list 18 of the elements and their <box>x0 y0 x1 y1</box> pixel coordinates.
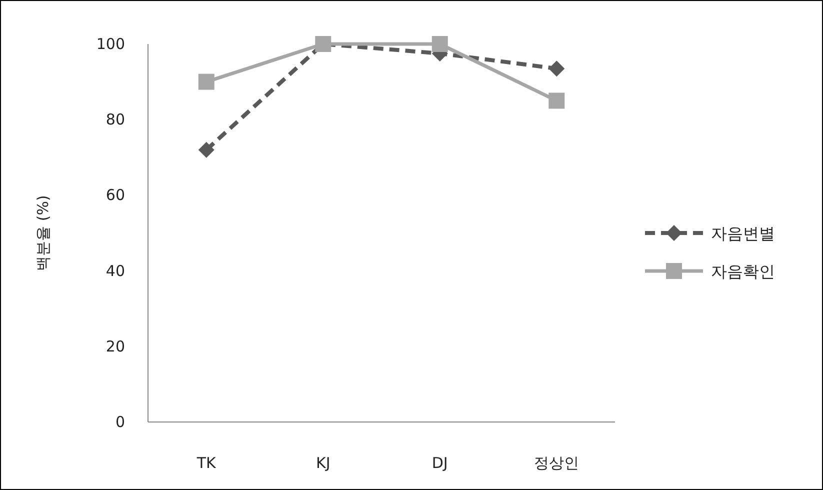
point <box>198 142 214 158</box>
y-tick-label: 20 <box>106 337 125 356</box>
x-tick-label: TK <box>196 454 218 472</box>
point <box>548 92 565 109</box>
y-tick-label: 100 <box>96 35 125 53</box>
point <box>198 74 214 90</box>
y-tick-label: 80 <box>106 110 125 129</box>
x-tick-label: KJ <box>316 454 330 472</box>
y-tick-label: 0 <box>115 413 125 431</box>
point <box>548 60 565 77</box>
y-tick-label: 60 <box>106 186 125 204</box>
legend-label: 자음변별 <box>711 224 775 243</box>
x-tick-label: 정상인 <box>534 454 580 472</box>
x-tick-label: DJ <box>432 454 448 472</box>
point <box>432 36 448 52</box>
legend-label: 자음확인 <box>711 262 775 281</box>
y-tick-label: 40 <box>106 262 125 280</box>
y-axis-title: 백분율 (%) <box>34 195 52 271</box>
